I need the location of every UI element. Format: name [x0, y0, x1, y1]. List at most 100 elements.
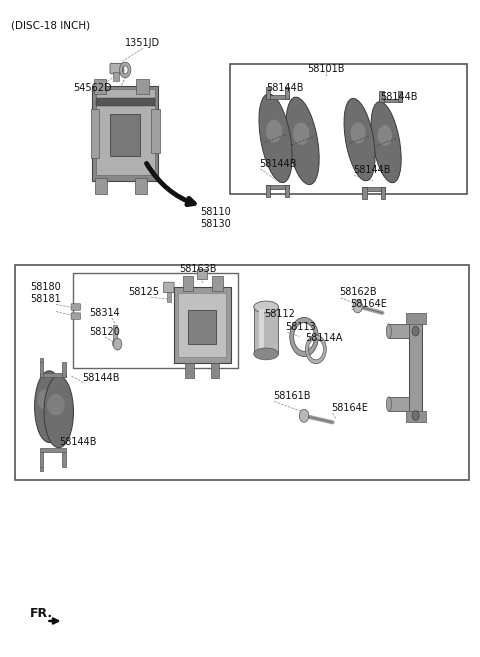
- Text: 58164E: 58164E: [332, 403, 369, 413]
- Bar: [113, 72, 119, 81]
- Ellipse shape: [286, 97, 319, 185]
- Ellipse shape: [386, 397, 391, 411]
- FancyBboxPatch shape: [164, 283, 174, 292]
- Bar: [62, 363, 66, 376]
- Bar: [167, 292, 171, 302]
- Bar: [266, 87, 270, 99]
- Text: 58144B: 58144B: [59, 437, 96, 447]
- FancyBboxPatch shape: [71, 313, 81, 319]
- Text: 58112: 58112: [264, 309, 296, 319]
- Bar: [39, 452, 44, 466]
- Ellipse shape: [254, 301, 278, 313]
- Bar: [94, 79, 106, 94]
- Bar: [91, 108, 99, 158]
- Circle shape: [300, 409, 309, 422]
- Bar: [39, 466, 44, 470]
- Text: 58164E: 58164E: [350, 299, 387, 309]
- Text: 58144B: 58144B: [266, 83, 303, 93]
- Text: 58120: 58120: [90, 327, 120, 337]
- Text: 58144B: 58144B: [353, 166, 390, 175]
- Bar: [95, 179, 108, 194]
- Ellipse shape: [266, 120, 282, 143]
- Ellipse shape: [377, 125, 392, 146]
- Bar: [178, 293, 226, 357]
- Bar: [62, 452, 66, 466]
- Bar: [151, 108, 159, 153]
- Text: 58101B: 58101B: [308, 64, 345, 74]
- Ellipse shape: [254, 348, 278, 360]
- Text: FR.: FR.: [30, 606, 53, 620]
- Bar: [285, 185, 289, 197]
- Bar: [259, 309, 264, 351]
- Circle shape: [113, 338, 122, 350]
- Bar: [135, 179, 147, 194]
- Text: (DISC-18 INCH): (DISC-18 INCH): [12, 20, 90, 30]
- Bar: [266, 95, 289, 99]
- Bar: [389, 324, 409, 338]
- Text: 58161B: 58161B: [273, 392, 311, 401]
- Text: 58110
58130: 58110 58130: [200, 208, 231, 229]
- Text: 58162B: 58162B: [340, 287, 377, 297]
- Text: 1351JD: 1351JD: [125, 38, 160, 49]
- Circle shape: [412, 327, 419, 336]
- Bar: [136, 79, 149, 94]
- Bar: [185, 363, 193, 378]
- FancyBboxPatch shape: [110, 63, 124, 74]
- Ellipse shape: [44, 376, 73, 447]
- Bar: [113, 325, 117, 344]
- Circle shape: [412, 411, 419, 420]
- Ellipse shape: [112, 340, 117, 347]
- Bar: [362, 187, 385, 191]
- Bar: [362, 187, 367, 199]
- Bar: [39, 363, 44, 376]
- Bar: [174, 287, 230, 363]
- Ellipse shape: [259, 94, 292, 183]
- Bar: [389, 397, 409, 411]
- Bar: [183, 276, 193, 291]
- Ellipse shape: [293, 122, 309, 145]
- Text: 58144B: 58144B: [380, 92, 418, 102]
- Bar: [380, 91, 384, 102]
- Text: 58180
58181: 58180 58181: [30, 282, 61, 304]
- Bar: [14, 265, 469, 480]
- Bar: [39, 373, 66, 376]
- Bar: [39, 359, 44, 363]
- Bar: [229, 64, 467, 194]
- Bar: [380, 99, 402, 102]
- Bar: [409, 315, 422, 420]
- Bar: [197, 269, 206, 279]
- Bar: [188, 310, 216, 344]
- Bar: [211, 363, 219, 378]
- Text: 58163B: 58163B: [180, 264, 217, 275]
- Ellipse shape: [344, 99, 375, 181]
- Bar: [96, 89, 155, 175]
- Text: 58144B: 58144B: [83, 373, 120, 382]
- FancyBboxPatch shape: [71, 304, 81, 310]
- Text: 58114A: 58114A: [305, 334, 343, 344]
- Ellipse shape: [386, 324, 391, 338]
- Ellipse shape: [37, 389, 55, 410]
- Bar: [254, 307, 278, 354]
- Bar: [398, 91, 402, 102]
- Bar: [285, 87, 289, 99]
- Bar: [406, 313, 425, 324]
- Bar: [96, 97, 155, 106]
- Bar: [406, 411, 425, 422]
- Text: 54562D: 54562D: [73, 83, 112, 93]
- Text: 58113: 58113: [286, 323, 316, 332]
- Bar: [92, 87, 158, 181]
- Text: 58144B: 58144B: [259, 159, 297, 169]
- Circle shape: [353, 300, 362, 313]
- Ellipse shape: [371, 102, 401, 183]
- Ellipse shape: [47, 394, 65, 415]
- Bar: [381, 187, 385, 199]
- Text: 58125: 58125: [129, 287, 160, 297]
- Text: 58314: 58314: [90, 308, 120, 318]
- Bar: [39, 448, 66, 452]
- Bar: [73, 273, 238, 367]
- Bar: [266, 185, 289, 189]
- Bar: [110, 114, 140, 156]
- Bar: [266, 185, 270, 197]
- Bar: [212, 276, 223, 291]
- Ellipse shape: [35, 371, 64, 443]
